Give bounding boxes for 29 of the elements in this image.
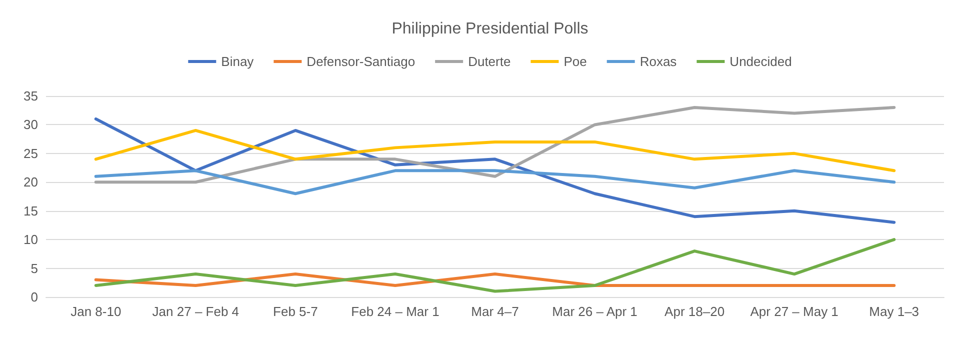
x-tick-label: May 1–3 [869, 304, 920, 319]
line-series [94, 128, 896, 172]
x-tick-label: Jan 8-10 [70, 304, 122, 319]
y-tick-label: 20 [24, 174, 38, 190]
line-series [94, 169, 896, 196]
y-tick-label: 5 [30, 260, 38, 276]
legend-label: Roxas [640, 54, 678, 69]
y-tick-label: 0 [30, 290, 38, 304]
x-tick-label: Apr 27 – May 1 [750, 304, 838, 319]
x-tick-label: Mar 4–7 [471, 304, 519, 319]
y-tick-label: 10 [24, 232, 38, 248]
x-tick-label: Feb 5-7 [273, 304, 318, 319]
x-tick-label: Mar 26 – Apr 1 [552, 304, 638, 319]
legend-label: Binay [221, 54, 254, 69]
legend-label: Undecided [730, 54, 792, 69]
legend-label: Defensor-Santiago [306, 54, 416, 69]
legend-label: Poe [564, 54, 587, 69]
y-tick-label: 15 [24, 203, 38, 218]
x-tick-label: Jan 27 – Feb 4 [152, 304, 240, 319]
x-tick-label: Apr 18–20 [664, 304, 725, 319]
chart-title: Philippine Presidential Polls [392, 20, 588, 38]
line-series [94, 238, 896, 293]
x-tick-label: Feb 24 – Mar 1 [351, 304, 440, 319]
line-series [94, 106, 896, 184]
y-tick-label: 25 [24, 146, 38, 161]
line-series [94, 117, 896, 224]
y-tick-label: 30 [24, 117, 38, 132]
legend-label: Duterte [468, 54, 511, 69]
y-tick-label: 35 [24, 88, 38, 104]
